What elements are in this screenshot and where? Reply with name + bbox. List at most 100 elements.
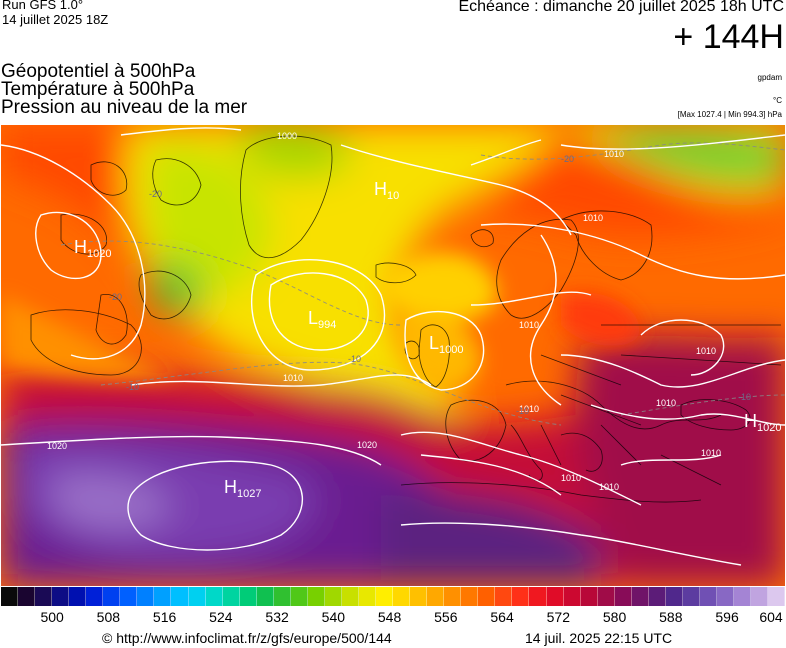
isobar-label: 1010 [283, 373, 303, 383]
isobar-label: 1010 [519, 320, 539, 330]
isobar-label: 1010 [701, 448, 721, 458]
isotherm-label: -20 [561, 154, 574, 164]
color-swatch [614, 587, 632, 606]
color-swatch [171, 587, 189, 606]
color-swatch [35, 587, 53, 606]
color-scale-tick: 508 [96, 609, 121, 625]
color-swatch [18, 587, 36, 606]
color-swatch [205, 587, 223, 606]
isotherm-label: -10 [738, 392, 751, 402]
color-scale-tick: 580 [602, 609, 627, 625]
color-swatch [461, 587, 479, 606]
color-swatch [239, 587, 257, 606]
color-scale-tick: 540 [321, 609, 346, 625]
color-scale-tick: 556 [434, 609, 458, 625]
color-scale [1, 587, 786, 606]
geopotential-field: H1020 H10 L994 L1000 H1027 H1020 1000 10… [1, 125, 785, 586]
color-swatch [563, 587, 581, 606]
color-swatch [324, 587, 342, 606]
color-swatch [341, 587, 359, 606]
color-swatch [699, 587, 717, 606]
color-scale-tick: 500 [40, 609, 64, 625]
color-swatch [546, 587, 564, 606]
isobar-label: 1010 [583, 213, 603, 223]
color-swatch [529, 587, 547, 606]
unit-temperature: °C [773, 96, 782, 105]
forecast-valid-time: Echéance : dimanche 20 juillet 2025 18h … [458, 0, 784, 15]
weather-map[interactable]: H1020 H10 L994 L1000 H1027 H1020 1000 10… [1, 125, 785, 586]
color-swatch [682, 587, 700, 606]
color-swatch [716, 587, 735, 606]
color-swatch [222, 587, 240, 606]
isotherm-label: -10 [348, 354, 361, 364]
isobar-label: 1020 [357, 440, 377, 450]
low-center-2: L1000 [429, 333, 464, 356]
color-swatch [631, 587, 649, 606]
color-swatch [103, 587, 121, 606]
color-scale-tick: 548 [377, 609, 402, 625]
isotherms [60, 142, 785, 426]
color-scale-tick: 564 [490, 609, 514, 625]
high-center-3: H1027 [224, 477, 261, 500]
color-scale-tick: 572 [546, 609, 570, 625]
run-date: 14 juillet 2025 18Z [2, 12, 109, 27]
color-scale-ticks: 500 508 516 524 532 540 548 556 564 572 580 588 596 6… [1, 609, 785, 627]
pressure-center-labels: H1020 H10 L994 L1000 H1027 H1020 [74, 179, 781, 500]
color-swatch [307, 587, 325, 606]
isobar-label: 1010 [604, 149, 624, 159]
color-scale-tick: 532 [265, 609, 289, 625]
color-swatch [734, 587, 752, 606]
color-swatch [86, 587, 104, 606]
color-swatch [256, 587, 274, 606]
color-swatch [290, 587, 308, 606]
title-pressure: Pression au niveau de la mer [1, 97, 248, 118]
color-swatch [768, 587, 786, 606]
color-swatch [648, 587, 666, 606]
isotherm-label: -10 [516, 406, 529, 416]
color-swatch [580, 587, 598, 606]
color-scale-tick: 524 [209, 609, 233, 625]
generated-timestamp: 14 juil. 2025 22:15 UTC [525, 630, 673, 646]
isobars [1, 127, 785, 566]
high-center-4: H1020 [744, 411, 781, 434]
color-swatch [393, 587, 411, 606]
color-swatch [273, 587, 291, 606]
lead-time: + 144H [673, 18, 784, 56]
isotherm-labels: -20 -20 -20 -10 -10 -10 -10 [109, 154, 751, 416]
color-swatch [154, 587, 172, 606]
high-center-2: H10 [374, 179, 399, 202]
isobar-label: 1010 [656, 398, 676, 408]
color-swatch [120, 587, 138, 606]
high-center-1: H1020 [74, 237, 111, 260]
color-swatch [597, 587, 615, 606]
color-swatch [137, 587, 155, 606]
run-title: Run GFS 1.0° [2, 0, 84, 12]
unit-geopotential: gpdam [757, 73, 782, 82]
color-scale-tick: 604 [759, 609, 783, 625]
color-swatch [376, 587, 394, 606]
color-swatch [512, 587, 530, 606]
color-swatch [665, 587, 683, 606]
color-swatch [188, 587, 206, 606]
isobar-label: 1010 [519, 404, 539, 414]
color-scale-tick: 588 [659, 609, 683, 625]
color-swatch [478, 587, 496, 606]
color-scale-tick: 596 [715, 609, 739, 625]
isobar-label: 1000 [277, 131, 297, 141]
source-url[interactable]: © http://www.infoclimat.fr/z/gfs/europe/… [102, 630, 392, 646]
color-swatch [751, 587, 769, 606]
isobar-label: 1010 [561, 473, 581, 483]
color-swatch [358, 587, 377, 606]
color-swatch [52, 587, 70, 606]
color-swatch [69, 587, 87, 606]
map-titles: Géopotentiel à 500hPa Température à 500h… [1, 61, 248, 118]
isotherm-label: -10 [126, 382, 139, 392]
color-swatch [444, 587, 462, 606]
title-temperature: Température à 500hPa [1, 79, 195, 100]
color-swatch [1, 587, 19, 606]
isobar-label: 1020 [47, 441, 67, 451]
isotherm-label: -20 [109, 292, 122, 302]
title-geopotential: Géopotentiel à 500hPa [1, 61, 196, 82]
isobar-labels: 1000 1010 1010 1020 1020 1010 1010 1010 … [47, 131, 721, 492]
isotherm-label: -20 [149, 189, 162, 199]
